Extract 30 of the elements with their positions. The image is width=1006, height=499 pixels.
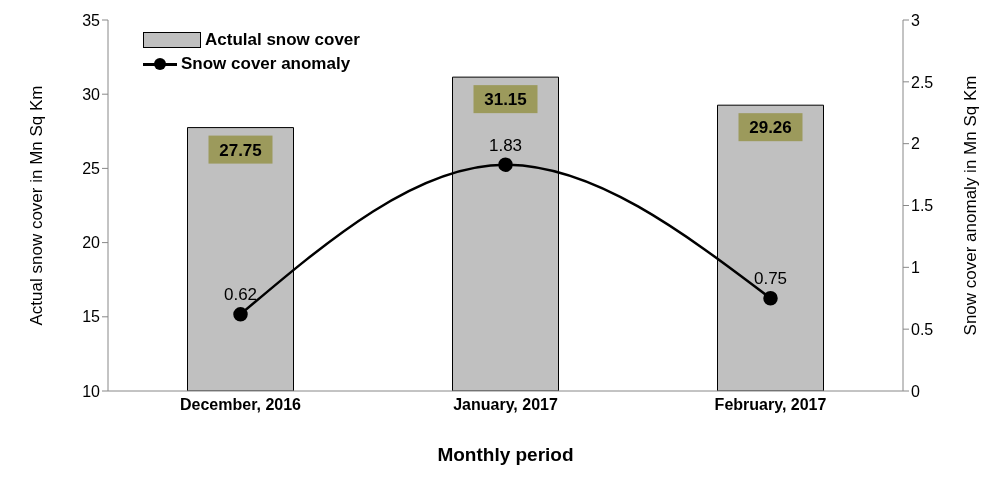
y2-tick-label: 2.5: [911, 73, 934, 91]
y-tick-label: 10: [82, 382, 101, 400]
y-tick-label: 35: [82, 11, 101, 29]
y-tick-label: 25: [82, 160, 101, 178]
point: [233, 307, 248, 322]
y2-tick-label: 1: [911, 259, 920, 277]
y2-tick-label: 3: [911, 11, 920, 29]
data-label: 29.26: [749, 118, 792, 138]
y2-tick-label: 2: [911, 135, 920, 153]
data-label: 31.15: [484, 90, 527, 110]
legend-label: Snow cover anomaly: [181, 54, 351, 74]
y2-axis-title: Snow cover anomaly in Mn Sq Km: [961, 75, 981, 336]
y-axis-title: Actual snow cover in Mn Sq Km: [27, 85, 47, 326]
data-label: 27.75: [219, 140, 262, 160]
x-tick-label: February, 2017: [714, 396, 827, 414]
y2-tick-label: 1.5: [911, 197, 934, 215]
data-label: 0.62: [223, 285, 258, 305]
y-tick-label: 20: [82, 234, 101, 252]
x-tick-label: January, 2017: [453, 396, 558, 414]
point: [763, 291, 778, 306]
y2-tick-label: 0: [911, 382, 920, 400]
y-tick-label: 15: [82, 308, 101, 326]
point: [498, 157, 513, 172]
legend-label: Actulal snow cover: [205, 30, 360, 50]
x-tick-label: December, 2016: [180, 396, 302, 414]
y2-tick-label: 0.5: [911, 320, 934, 338]
data-label: 1.83: [488, 135, 523, 155]
data-label: 0.75: [753, 269, 788, 289]
x-axis-title: Monthly period: [437, 444, 574, 465]
y-tick-label: 30: [82, 85, 101, 103]
